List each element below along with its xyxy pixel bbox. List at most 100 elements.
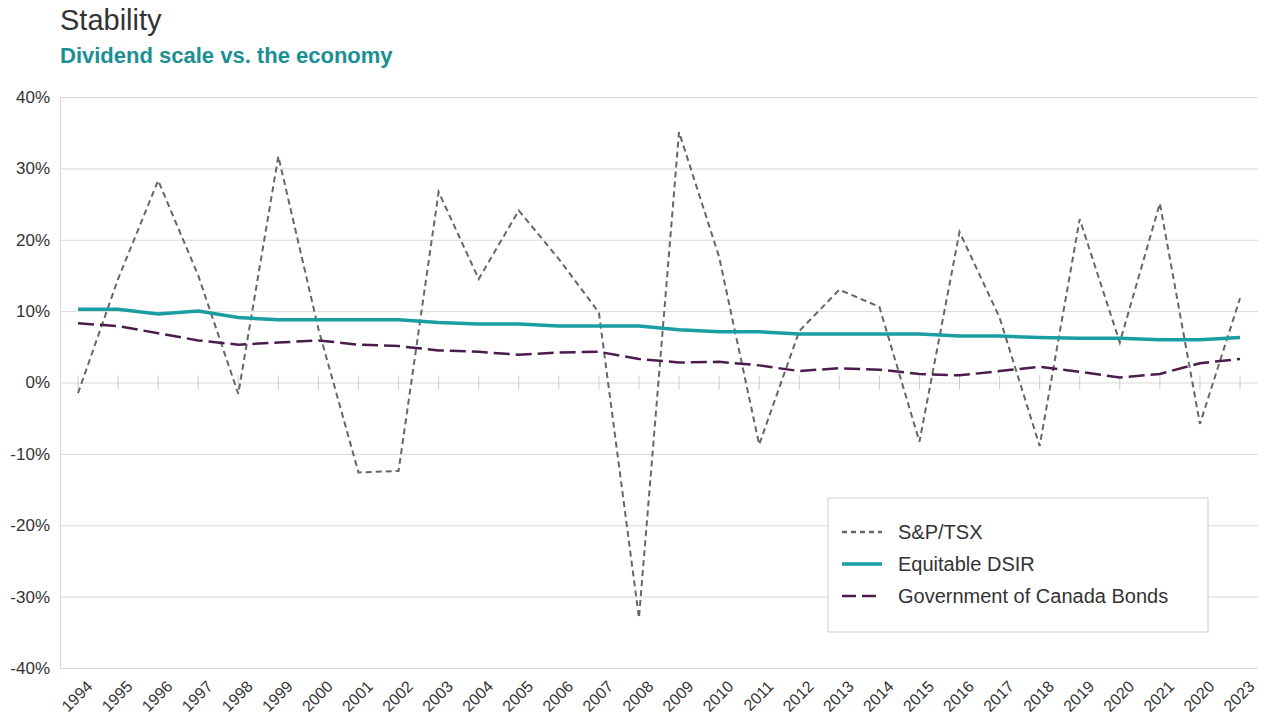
x-tick-label: 2008 <box>619 678 656 715</box>
x-tick: 2019 <box>1060 668 1097 715</box>
x-tick: 2003 <box>419 668 456 715</box>
x-tick: 1998 <box>219 668 256 715</box>
x-tick-label: 2021 <box>1140 678 1177 715</box>
y-tick-label: -30% <box>10 588 50 607</box>
category-tick <box>158 376 159 390</box>
x-tick-label: 2016 <box>940 678 977 715</box>
series-line <box>78 309 1240 339</box>
y-tick: -10% <box>10 445 1258 464</box>
category-tick <box>358 376 359 390</box>
x-tick: 2010 <box>700 668 737 715</box>
x-tick-label: 1999 <box>259 678 296 715</box>
y-tick-label: 20% <box>16 231 50 250</box>
x-tick-label: 2002 <box>379 678 416 715</box>
y-tick-label: -10% <box>10 445 50 464</box>
category-tick <box>1079 376 1080 390</box>
category-tick <box>679 376 680 390</box>
legend-label: Equitable DSIR <box>898 553 1035 575</box>
x-axis: 1994199519961997199819992000200120022003… <box>58 668 1257 715</box>
x-tick: 2020 <box>1100 668 1137 715</box>
legend-swatch <box>842 595 882 598</box>
x-tick: 2001 <box>339 668 376 715</box>
grid-line <box>60 668 1258 669</box>
category-tick <box>959 376 960 390</box>
category-tick <box>478 376 479 390</box>
y-tick: 0% <box>25 373 1258 392</box>
legend-label: S&P/TSX <box>898 521 982 543</box>
x-axis-line <box>79 668 1241 669</box>
x-tick: 2007 <box>579 668 616 715</box>
category-tick <box>638 376 639 390</box>
x-tick: 2004 <box>459 668 496 715</box>
y-tick-label: 10% <box>16 302 50 321</box>
x-tick-label: 2010 <box>700 678 737 715</box>
x-tick-label: 2023 <box>1220 678 1257 715</box>
x-tick: 2006 <box>539 668 576 715</box>
x-tick-label: 1994 <box>58 678 95 715</box>
category-tick <box>318 376 319 390</box>
category-tick <box>398 376 399 390</box>
legend-box <box>828 498 1208 632</box>
category-tick <box>558 376 559 390</box>
x-tick-label: 2004 <box>459 678 496 715</box>
series-line <box>78 323 1240 377</box>
grid-line <box>60 454 1258 455</box>
x-tick: 2017 <box>980 668 1017 715</box>
legend-swatch <box>842 562 882 566</box>
y-tick: 40% <box>16 88 1258 107</box>
x-tick: 2008 <box>619 668 656 715</box>
x-tick-label: 2007 <box>579 678 616 715</box>
grid-line <box>60 311 1258 312</box>
x-tick-label: 2011 <box>740 678 776 714</box>
x-tick: 1996 <box>139 668 176 715</box>
y-tick: 30% <box>16 159 1258 178</box>
category-tick <box>799 376 800 390</box>
category-tick <box>278 376 279 390</box>
category-tick <box>78 376 79 390</box>
y-tick: 20% <box>16 231 1258 250</box>
x-tick: 2021 <box>1140 668 1177 715</box>
legend-swatch <box>842 531 882 534</box>
x-tick-label: 2015 <box>900 678 937 715</box>
y-tick-label: -40% <box>10 659 50 678</box>
y-tick-label: 30% <box>16 159 50 178</box>
x-tick: 1994 <box>58 668 95 715</box>
title: Stability <box>60 4 162 36</box>
x-tick: 2016 <box>940 668 977 715</box>
category-tick <box>879 376 880 390</box>
x-tick: 2012 <box>780 668 817 715</box>
x-tick-label: 1997 <box>179 678 216 715</box>
category-tick <box>438 376 439 390</box>
chart: StabilityDividend scale vs. the economy-… <box>0 0 1270 724</box>
y-axis-line <box>61 98 1259 669</box>
category-tick <box>1240 376 1241 390</box>
x-tick: 2018 <box>1020 668 1057 715</box>
category-tick <box>759 376 760 390</box>
x-tick-label: 2013 <box>820 678 857 715</box>
category-tick <box>1159 376 1160 390</box>
y-tick-label: 40% <box>16 88 50 107</box>
x-tick-label: 2001 <box>339 678 376 715</box>
legend-label: Government of Canada Bonds <box>898 585 1168 607</box>
x-tick-label: 2005 <box>499 678 536 715</box>
category-tick <box>839 376 840 390</box>
x-tick-label: 2020 <box>1180 678 1217 715</box>
x-tick-label: 2000 <box>299 678 336 715</box>
x-tick: 2015 <box>900 668 937 715</box>
y-tick-label: -20% <box>10 516 50 535</box>
y-tick-label: 0% <box>25 373 50 392</box>
category-tick <box>1199 376 1200 390</box>
x-tick-label: 2018 <box>1020 678 1057 715</box>
x-tick-label: 2003 <box>419 678 456 715</box>
category-tick <box>919 376 920 390</box>
x-tick: 1999 <box>259 668 296 715</box>
x-tick-label: 2012 <box>780 678 817 715</box>
x-tick: 2014 <box>860 668 897 715</box>
x-tick-label: 1998 <box>219 678 256 715</box>
category-tick <box>518 376 519 390</box>
x-tick-label: 2014 <box>860 678 897 715</box>
x-tick: 2023 <box>1220 668 1257 715</box>
x-tick: 2011 <box>740 668 776 714</box>
category-tick <box>118 376 119 390</box>
x-tick: 1997 <box>179 668 216 715</box>
